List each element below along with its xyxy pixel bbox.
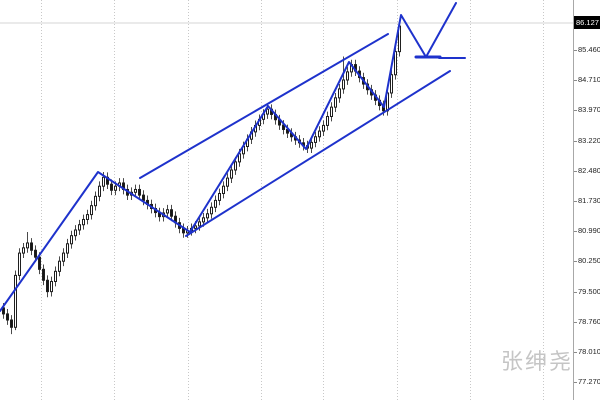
candle	[314, 131, 317, 148]
candle	[210, 202, 213, 219]
candle	[274, 109, 277, 125]
candle	[54, 266, 57, 287]
candle	[30, 238, 33, 256]
chart-plot-area[interactable]: 张绅尧	[0, 0, 573, 400]
candle	[394, 46, 397, 80]
candle	[50, 276, 53, 297]
price-tick-label: 80.990	[578, 226, 600, 235]
candle	[22, 242, 25, 258]
price-tick-label: 83.220	[578, 136, 600, 145]
candle	[390, 69, 393, 98]
candle	[346, 67, 349, 85]
candle	[146, 195, 149, 210]
price-tick-mark	[574, 292, 577, 293]
candle	[166, 204, 169, 218]
price-tick-mark	[574, 141, 577, 142]
price-tick-mark	[574, 110, 577, 111]
candles	[2, 22, 401, 335]
price-axis[interactable]: 86.127 86.20085.46084.71083.97083.22082.…	[573, 0, 600, 400]
candle	[26, 232, 29, 253]
candle	[14, 270, 17, 331]
candle	[174, 211, 177, 228]
candle	[334, 92, 337, 113]
candle	[70, 230, 73, 249]
price-tick-label: 82.480	[578, 166, 600, 175]
candle	[94, 191, 97, 211]
price-tick-mark	[574, 171, 577, 172]
zigzag-wave	[0, 2, 457, 312]
price-tick-label: 80.250	[578, 256, 600, 265]
candle	[206, 208, 209, 223]
trend-annotations	[0, 2, 466, 312]
candle	[58, 256, 61, 277]
candle	[310, 137, 313, 153]
candle	[214, 195, 217, 213]
candle	[62, 248, 65, 267]
candle	[350, 59, 353, 77]
candle	[10, 315, 13, 335]
price-tick-label: 83.970	[578, 105, 600, 114]
channel-upper-line	[139, 33, 389, 179]
candle	[122, 178, 125, 195]
candle	[318, 126, 321, 142]
candle	[42, 264, 45, 286]
price-tick-label: 78.010	[578, 347, 600, 356]
candle	[18, 248, 21, 281]
candle	[86, 209, 89, 225]
price-tick-mark	[574, 322, 577, 323]
gridlines	[41, 0, 544, 400]
candle	[170, 204, 173, 222]
price-tick-label: 84.710	[578, 75, 600, 84]
candle	[182, 223, 185, 238]
candle	[90, 200, 93, 220]
price-tick-label: 81.730	[578, 196, 600, 205]
chart-svg	[0, 0, 573, 400]
candle	[134, 184, 137, 198]
candle	[46, 275, 49, 298]
price-tick-label: 78.760	[578, 317, 600, 326]
candle	[322, 120, 325, 136]
candle	[106, 172, 109, 190]
price-tick-mark	[574, 231, 577, 232]
candle	[226, 173, 229, 192]
price-tick-mark	[574, 382, 577, 383]
candle	[6, 309, 9, 325]
candle	[82, 214, 85, 230]
candle	[218, 188, 221, 206]
price-tick-mark	[574, 201, 577, 202]
candle	[222, 181, 225, 199]
price-tick-mark	[574, 352, 577, 353]
candle	[158, 207, 161, 222]
price-tick-mark	[574, 261, 577, 262]
candle	[290, 128, 293, 142]
channel-lower-line	[185, 70, 451, 237]
price-tick-label: 77.270	[578, 377, 600, 386]
candle	[330, 102, 333, 122]
current-price-tag: 86.127	[574, 16, 600, 29]
price-tick-label: 85.460	[578, 45, 600, 54]
candle	[98, 181, 101, 202]
candle	[138, 184, 141, 200]
candle	[326, 111, 329, 131]
price-tick-mark	[574, 80, 577, 81]
price-tick-mark	[574, 50, 577, 51]
watermark-text: 张绅尧	[501, 349, 574, 374]
candle	[74, 225, 77, 241]
candle	[78, 219, 81, 235]
candle	[338, 84, 341, 103]
candle	[66, 238, 69, 258]
candle	[230, 165, 233, 183]
price-tick-label: 79.500	[578, 287, 600, 296]
